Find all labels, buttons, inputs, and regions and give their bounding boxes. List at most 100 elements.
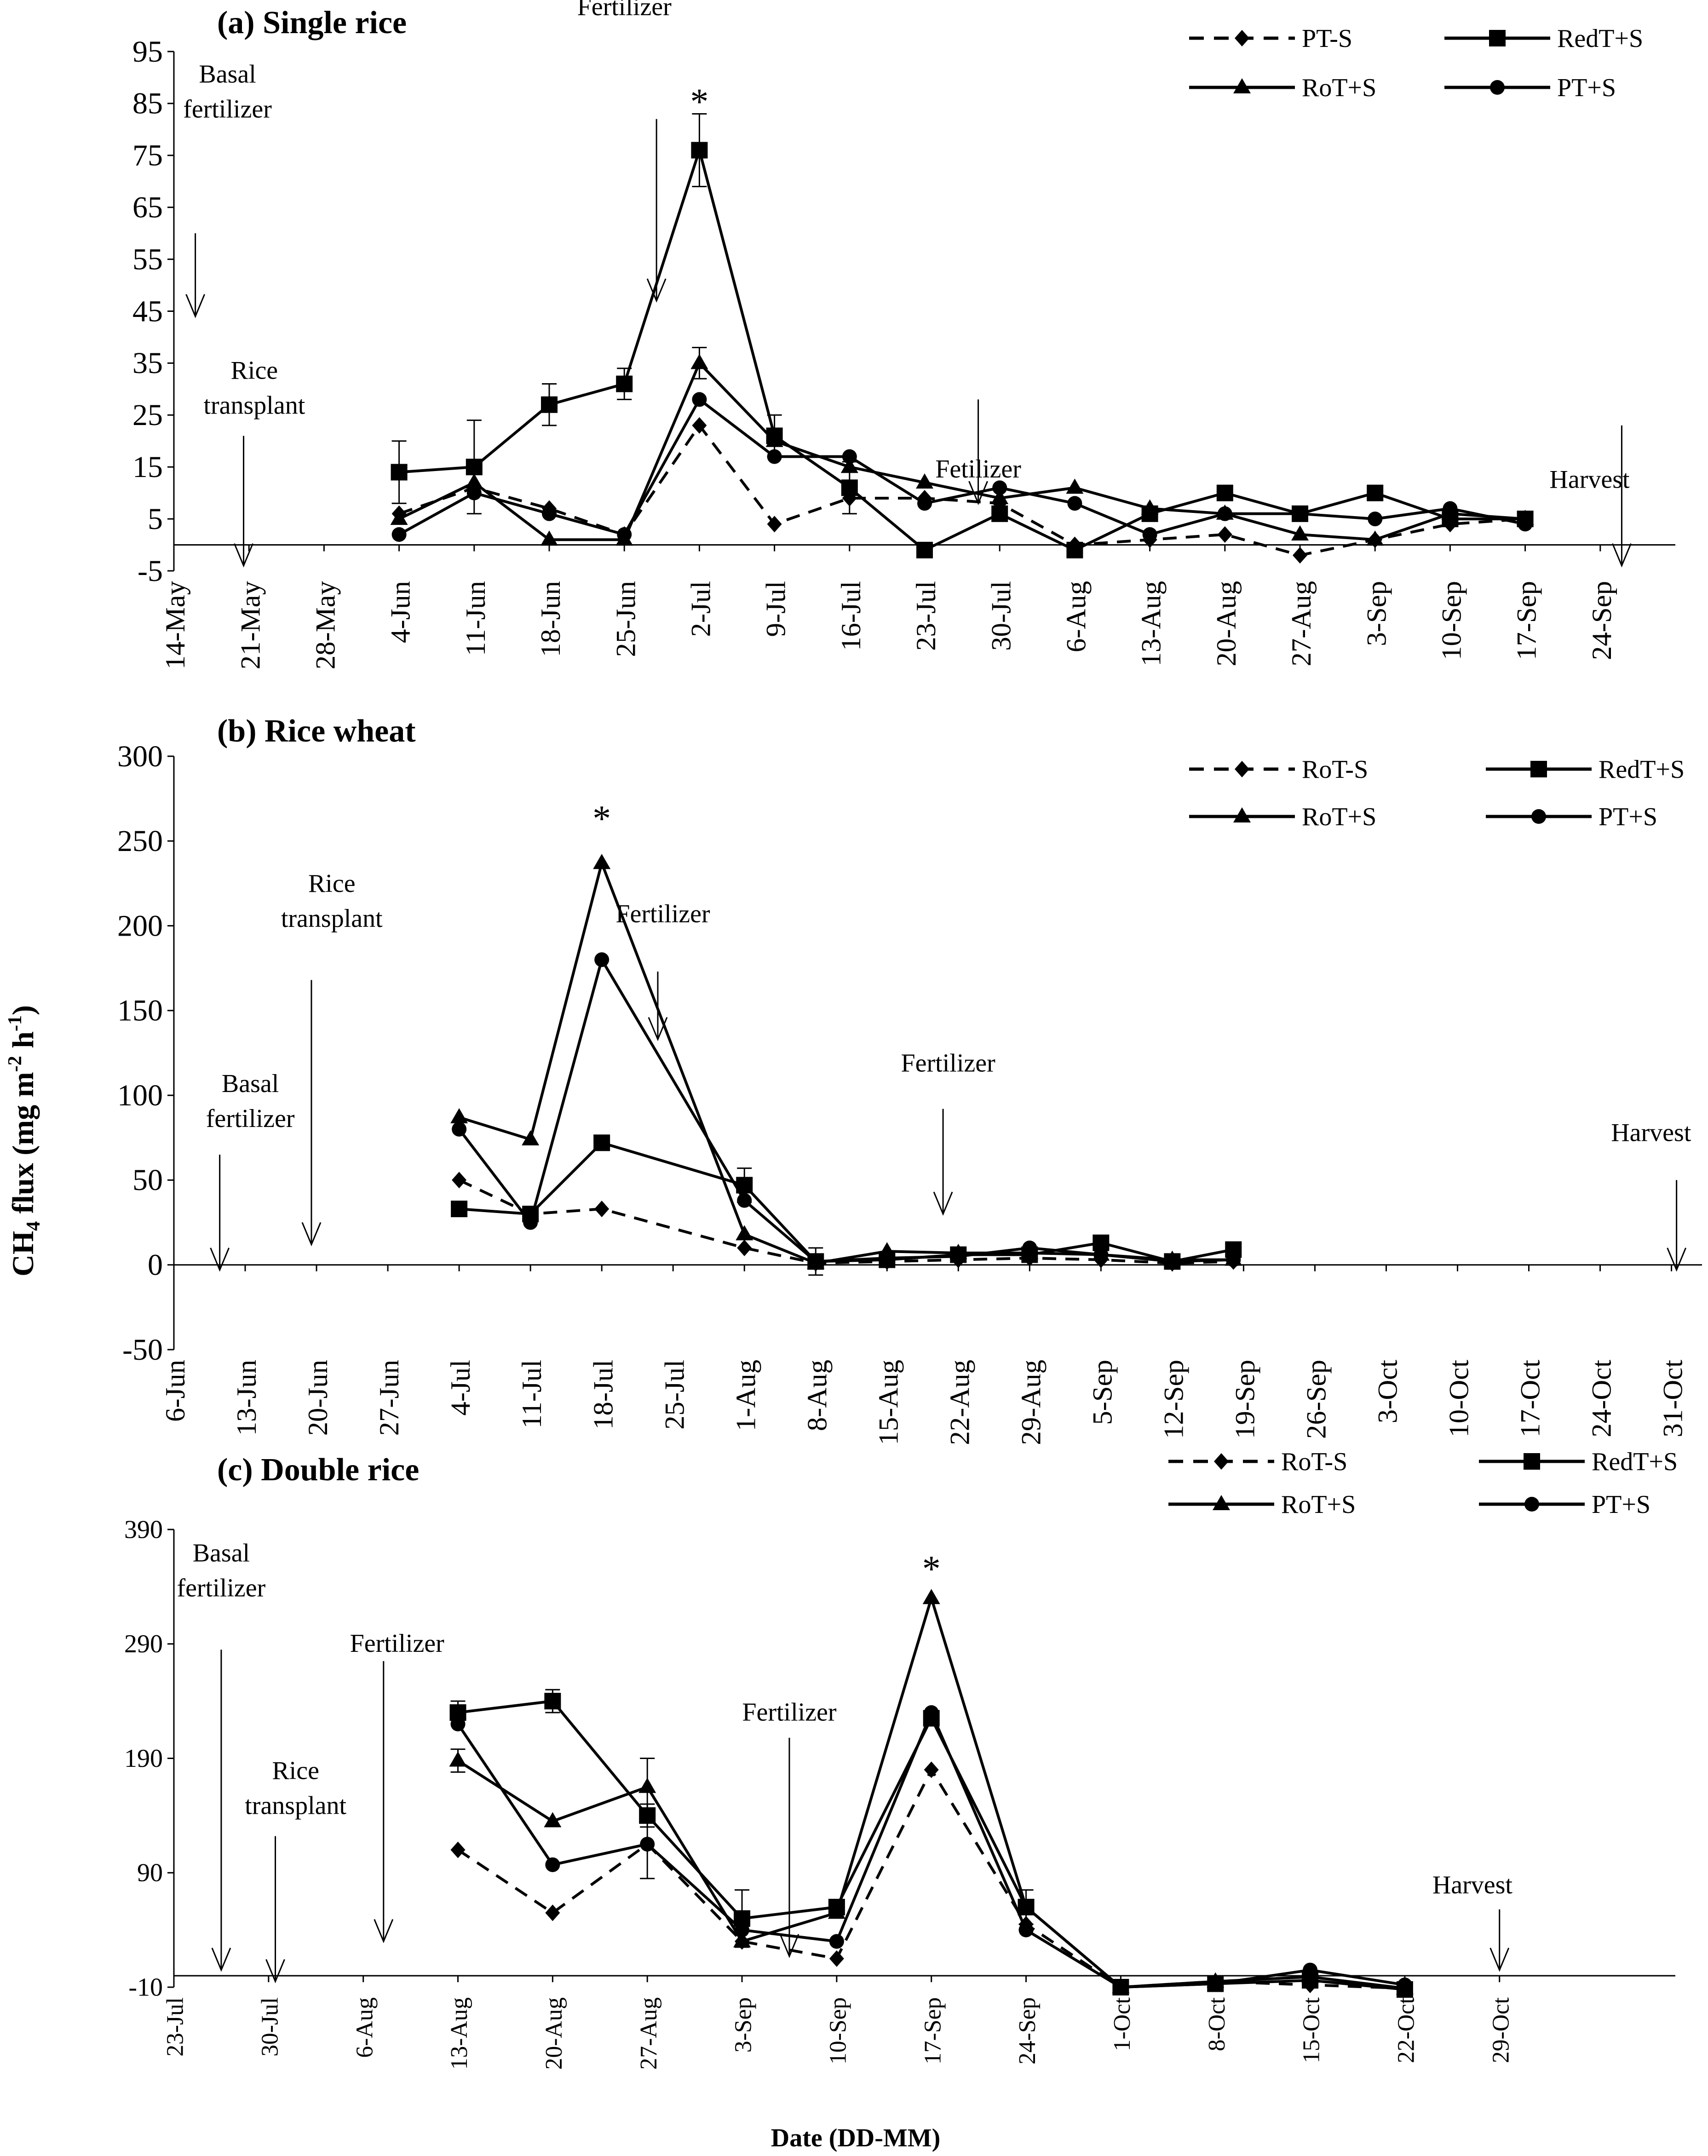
data-point: [1142, 527, 1157, 542]
x-tick-label: 20-Aug: [1211, 581, 1242, 667]
data-point: [466, 459, 483, 476]
data-point: [544, 1693, 561, 1710]
x-tick-label: 15-Oct: [1299, 1997, 1325, 2063]
x-tick-label: 10-Sep: [825, 1997, 851, 2064]
data-point: [1066, 478, 1084, 494]
x-tick-label: 1-Oct: [1109, 1997, 1135, 2051]
y-tick-label: 150: [117, 994, 163, 1028]
y-tick-label: 95: [132, 35, 163, 69]
x-tick-label: 13-Jun: [231, 1360, 262, 1436]
data-point: [541, 396, 558, 413]
significance-star: *: [690, 81, 708, 122]
x-tick-label: 18-Jul: [588, 1360, 619, 1430]
data-point: [924, 1705, 939, 1720]
annotation: Fertilizer: [350, 1629, 444, 1943]
x-tick-label: 14-May: [160, 581, 191, 669]
annotation: Basal fertilizer: [206, 1069, 295, 1272]
x-tick-label: 6-Aug: [351, 1997, 378, 2058]
annotation-text: Fertilizer: [615, 900, 710, 928]
data-point: [465, 473, 483, 489]
y-tick-label: 15: [132, 450, 163, 484]
legend-marker: [1490, 80, 1505, 95]
legend-label: RoT+S: [1302, 803, 1376, 831]
annotation-text: Rice: [272, 1756, 319, 1785]
data-point: [992, 480, 1007, 495]
annotation-arrow-head: [185, 294, 206, 318]
legend-label: RoT-S: [1302, 755, 1368, 784]
annotation: Fertilizer: [901, 1049, 995, 1216]
data-point: [1293, 547, 1307, 564]
x-tick-label: 27-Aug: [636, 1997, 662, 2070]
x-tick-label: 9-Jul: [761, 581, 792, 637]
annotation-text: Fertilizer: [577, 0, 672, 21]
data-point: [917, 496, 932, 511]
significance-star: *: [592, 799, 611, 839]
data-point: [1291, 525, 1309, 540]
x-tick-label: 24-Sep: [1587, 581, 1617, 660]
data-point: [522, 1130, 540, 1145]
y-tick-label: 100: [117, 1079, 163, 1112]
data-point: [916, 541, 933, 558]
annotation: Harvest: [1549, 425, 1632, 568]
x-tick-label: 28-May: [311, 581, 341, 669]
y-tick-label: 250: [117, 824, 163, 858]
annotation-arrow-head: [779, 1934, 799, 1958]
data-point: [638, 1777, 656, 1793]
x-tick-label: 16-Jul: [836, 581, 867, 651]
data-point: [991, 489, 1009, 504]
data-point: [542, 506, 557, 521]
y-tick-label: 200: [117, 909, 163, 943]
data-point: [1093, 1247, 1109, 1262]
x-tick-label: 2-Jul: [686, 581, 717, 637]
legend-label: PT-S: [1302, 24, 1352, 53]
x-tick-label: 17-Sep: [1512, 581, 1542, 660]
y-axis-label: CH4 flux (mg m-2 h-1): [5, 1005, 44, 1276]
data-point: [1067, 496, 1082, 511]
x-tick-label: 6-Jun: [160, 1360, 191, 1422]
x-tick-label: 23-Jul: [162, 1997, 189, 2057]
y-axis-label-close: ): [6, 1005, 40, 1015]
x-tick-label: 26-Sep: [1301, 1360, 1332, 1439]
data-point: [451, 1201, 468, 1218]
x-tick-label: 20-Aug: [541, 1997, 567, 2070]
annotation: Rice transplant: [281, 869, 383, 1247]
data-point: [545, 1904, 560, 1921]
x-axis-label: Date (DD-MM): [771, 2124, 940, 2152]
significance-star: *: [922, 1549, 941, 1589]
x-tick-label: 4-Jul: [445, 1360, 476, 1415]
data-point: [1113, 1980, 1128, 1995]
data-point: [733, 1932, 751, 1948]
legend-label: PT+S: [1592, 1490, 1650, 1519]
x-tick-label: 11-Jun: [460, 581, 491, 656]
annotation: Rice transplant: [245, 1756, 347, 1984]
annotation-text: Rice: [231, 356, 278, 385]
x-tick-label: 22-Aug: [944, 1360, 975, 1445]
y-axis-label-flux: flux (mg m: [6, 1072, 40, 1221]
y-tick-label: 0: [148, 1248, 163, 1282]
x-tick-label: 25-Jul: [659, 1360, 690, 1430]
x-tick-label: 30-Jul: [986, 581, 1017, 651]
legend-label: RoT+S: [1281, 1490, 1356, 1519]
data-point: [1366, 530, 1384, 546]
data-point: [594, 1201, 610, 1218]
legend: RoT-S RedT+S RoT+S PT+S: [1189, 755, 1685, 831]
y-axis-label-ch: CH: [6, 1231, 40, 1276]
legend-marker: [1489, 30, 1506, 46]
data-point: [545, 1857, 560, 1872]
x-tick-label: 3-Sep: [730, 1997, 757, 2053]
annotation-arrow-head: [968, 481, 988, 506]
x-tick-label: 3-Sep: [1361, 581, 1392, 646]
x-tick-label: 20-Jun: [303, 1360, 334, 1436]
data-point: [829, 1934, 844, 1949]
annotation-arrow-head: [210, 1248, 230, 1272]
y-axis-label-sup1: -2: [5, 1056, 26, 1072]
x-tick-label: 30-Jul: [257, 1997, 283, 2057]
legend-marker: [1524, 1453, 1540, 1470]
annotation-text: transplant: [203, 391, 305, 420]
data-point: [1303, 1962, 1318, 1978]
y-tick-label: 300: [117, 740, 163, 773]
annotation-text: Fertilizer: [742, 1698, 837, 1726]
data-point: [390, 510, 408, 525]
data-point: [1367, 484, 1384, 501]
